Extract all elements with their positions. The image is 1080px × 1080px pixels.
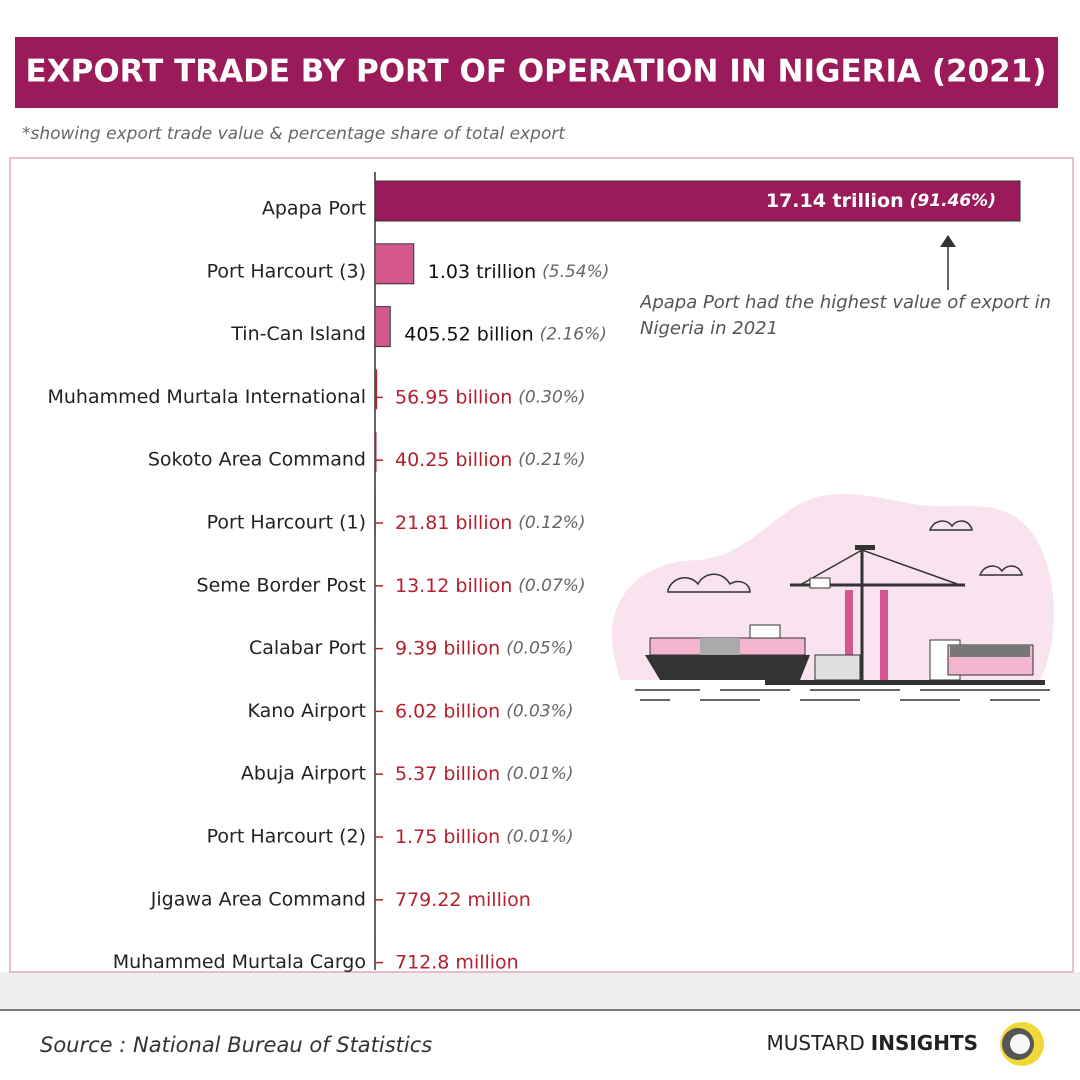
- value-label: 56.95 billion (0.30%): [395, 386, 586, 408]
- share-label: (5.54%): [542, 262, 609, 282]
- share-label: (0.01%): [506, 764, 573, 784]
- category-label: Port Harcourt (2): [207, 826, 366, 848]
- value-text: 17.14 trillion: [766, 190, 904, 212]
- category-label: Port Harcourt (3): [207, 260, 366, 282]
- value-text: 40.25 billion: [395, 449, 512, 471]
- share-label: (0.21%): [518, 450, 585, 470]
- value-text: 9.39 billion: [395, 637, 500, 659]
- share-label: (0.05%): [506, 639, 573, 659]
- category-label: Port Harcourt (1): [207, 512, 366, 534]
- value-text: 5.37 billion: [395, 763, 500, 785]
- value-label: 17.14 trillion (91.46%): [766, 190, 996, 212]
- category-label: Muhammed Murtala International: [48, 386, 367, 408]
- annotation-arrowhead: [940, 235, 956, 247]
- share-label: (2.16%): [540, 325, 607, 345]
- subtitle: *showing export trade value & percentage…: [22, 124, 566, 144]
- value-label: 13.12 billion (0.07%): [395, 574, 586, 596]
- category-label: Calabar Port: [249, 637, 366, 659]
- value-text: 712.8 million: [395, 951, 519, 973]
- value-label: 405.52 billion (2.16%): [404, 323, 607, 345]
- value-text: 56.95 billion: [395, 386, 512, 408]
- annotation-box: Apapa Port had the highest value of expo…: [640, 292, 1052, 339]
- value-text: 779.22 million: [395, 888, 531, 910]
- brand-logo: [1000, 1022, 1044, 1066]
- bar: [375, 495, 376, 535]
- share-label: (0.07%): [518, 576, 585, 596]
- source: Source : National Bureau of Statistics: [40, 1033, 432, 1057]
- value-label: 5.37 billion (0.01%): [395, 763, 573, 785]
- value-text: 1.03 trillion: [428, 260, 536, 282]
- footer-band: [0, 972, 1080, 1010]
- value-text: 21.81 billion: [395, 512, 512, 534]
- share-label: (0.01%): [506, 827, 573, 847]
- value-label: 9.39 billion (0.05%): [395, 637, 573, 659]
- share-label: (0.30%): [518, 387, 585, 407]
- title-banner: [15, 37, 1058, 108]
- brand: MUSTARD INSIGHTS: [767, 1031, 978, 1055]
- share-label: (0.12%): [518, 513, 585, 533]
- value-label: 712.8 million: [395, 951, 519, 973]
- bar: [375, 369, 378, 410]
- value-text: 6.02 billion: [395, 700, 500, 722]
- bar: [374, 180, 1021, 222]
- category-label: Sokoto Area Command: [148, 449, 366, 471]
- category-label: Jigawa Area Command: [150, 888, 366, 910]
- value-text: 405.52 billion: [404, 323, 533, 345]
- value-label: 779.22 million: [395, 888, 531, 910]
- annotation: Apapa Port had the highest value of expo…: [640, 292, 1052, 339]
- bar: [375, 432, 377, 473]
- category-label: Seme Border Post: [197, 574, 366, 596]
- value-label: 40.25 billion (0.21%): [395, 449, 586, 471]
- bar: [374, 306, 391, 348]
- port-illustration: [611, 493, 1054, 701]
- brand-light: MUSTARD: [767, 1031, 865, 1055]
- category-label: Abuja Airport: [241, 763, 366, 785]
- value-label: 1.75 billion (0.01%): [395, 826, 573, 848]
- bar: [374, 243, 415, 285]
- share-label: (91.46%): [910, 191, 996, 211]
- value-label: 21.81 billion (0.12%): [395, 512, 586, 534]
- value-label: 1.03 trillion (5.54%): [428, 260, 610, 282]
- brand-bold: INSIGHTS: [871, 1031, 978, 1055]
- value-text: 13.12 billion: [395, 574, 512, 596]
- value-text: 1.75 billion: [395, 826, 500, 848]
- category-label: Muhammed Murtala Cargo: [113, 951, 366, 973]
- category-label: Apapa Port: [262, 198, 366, 220]
- category-label: Kano Airport: [247, 700, 366, 722]
- chart-title: EXPORT TRADE BY PORT OF OPERATION IN NIG…: [26, 54, 1047, 90]
- category-label: Tin-Can Island: [230, 323, 366, 345]
- value-label: 6.02 billion (0.03%): [395, 700, 573, 722]
- share-label: (0.03%): [506, 701, 573, 721]
